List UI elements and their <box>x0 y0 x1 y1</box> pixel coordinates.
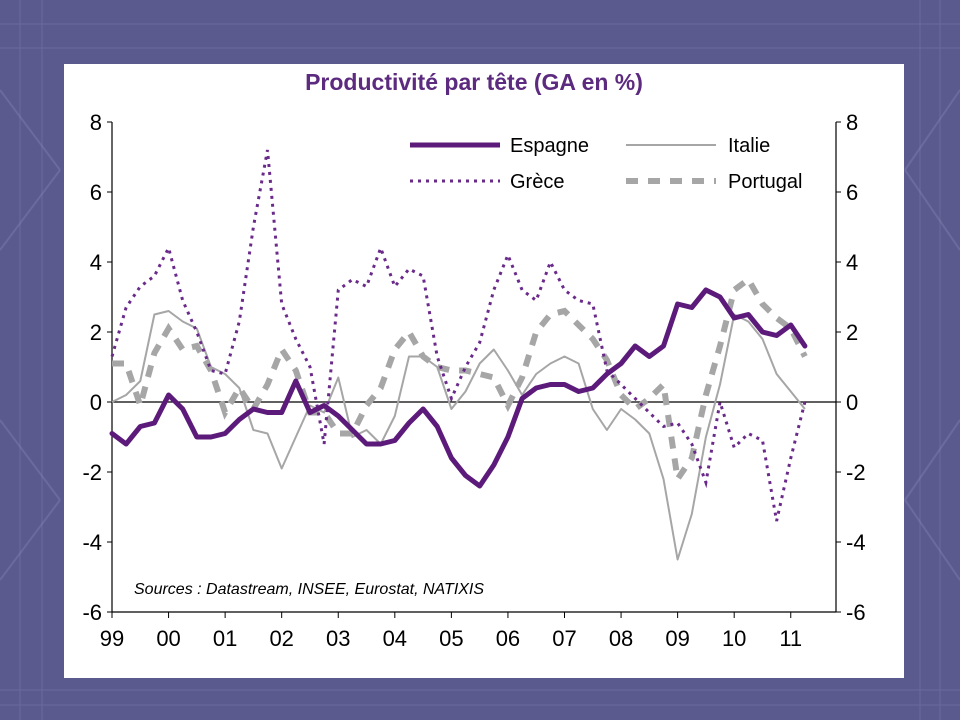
series-line-portugal <box>112 275 808 488</box>
y-tick-label-right: 2 <box>846 320 858 345</box>
x-tick-label: 07 <box>552 626 576 651</box>
x-tick-label: 05 <box>439 626 463 651</box>
legend-label-espagne: Espagne <box>510 135 589 157</box>
chart-source: Sources : Datastream, INSEE, Eurostat, N… <box>134 581 484 598</box>
y-tick-label-right: 4 <box>846 250 858 275</box>
y-tick-label-right: 0 <box>846 390 858 415</box>
x-tick-label: 06 <box>496 626 520 651</box>
series-line-espagne <box>109 287 808 489</box>
x-tick-label: 08 <box>609 626 633 651</box>
axes: 8 86 64 42 20 0-2 -2-4 -4-6 -699 00 01 02 03 04 05 06 07… <box>82 110 865 651</box>
y-tick-label-right: 6 <box>846 180 858 205</box>
legend: Espagne Italie Grèce Portugal <box>410 135 803 193</box>
x-tick-label: 00 <box>156 626 180 651</box>
y-tick-label-right: -6 <box>846 600 866 625</box>
chart: Productivité par tête (GA en %) 8 8 6 6 4 4 2 2… <box>82 69 865 651</box>
x-tick-label: 10 <box>722 626 746 651</box>
legend-label-grece: Grèce <box>510 171 564 193</box>
x-tick-label: 03 <box>326 626 350 651</box>
chart-title: Productivité par tête (GA en %) <box>305 69 643 95</box>
y-tick-label-left: 2 <box>90 320 102 345</box>
y-tick-label-right: 8 <box>846 110 858 135</box>
series-line-italie <box>111 310 806 561</box>
series-layer <box>109 149 808 561</box>
y-tick-label-right: -2 <box>846 460 866 485</box>
legend-label-italie: Italie <box>728 135 770 157</box>
y-tick-label-left: 8 <box>90 110 102 135</box>
y-tick-label-left: 4 <box>90 250 102 275</box>
x-tick-label: 01 <box>213 626 237 651</box>
x-tick-label: 09 <box>665 626 689 651</box>
y-tick-label-left: -6 <box>82 600 102 625</box>
y-tick-label-left: 6 <box>90 180 102 205</box>
x-tick-label: 02 <box>269 626 293 651</box>
y-tick-label-left: -2 <box>82 460 102 485</box>
x-tick-label: 11 <box>779 626 802 651</box>
y-tick-label-left: -4 <box>82 530 102 555</box>
y-tick-label-right: -4 <box>846 530 866 555</box>
legend-label-portugal: Portugal <box>728 171 803 193</box>
x-tick-label: 99 <box>100 626 124 651</box>
chart-panel <box>64 64 904 678</box>
background-diagonals <box>0 89 960 581</box>
y-tick-label-left: 0 <box>90 390 102 415</box>
x-tick-label: 04 <box>383 626 407 651</box>
